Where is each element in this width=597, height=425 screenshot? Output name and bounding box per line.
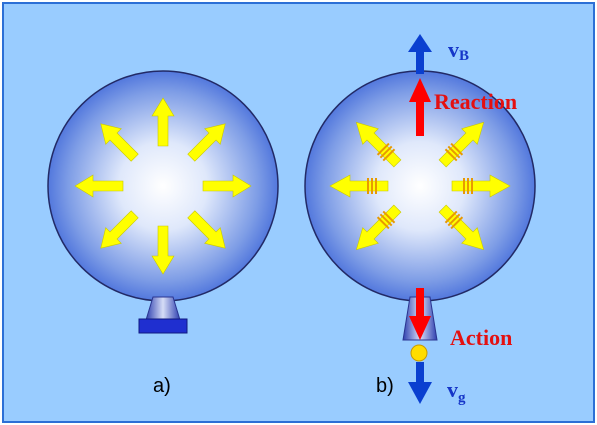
- velocity-gas-arrow-icon: [408, 362, 432, 404]
- panel-b-label: b): [376, 375, 394, 397]
- gas-droplet-circle-icon: [410, 344, 428, 362]
- reaction-force-arrow-icon: [409, 78, 431, 136]
- action-label: Action: [450, 325, 512, 350]
- velocity-balloon-label: vB: [448, 37, 469, 64]
- panel-a-label: a): [153, 375, 171, 397]
- velocity-balloon-arrow-icon: [408, 34, 432, 74]
- action-force-arrow-icon: [409, 288, 431, 340]
- reaction-label: Reaction: [434, 89, 517, 114]
- panel-b: vB Reaction Action vg b): [304, 34, 536, 406]
- stand-a: [138, 318, 188, 334]
- velocity-gas-label: vg: [447, 377, 466, 406]
- panel-a: a): [47, 70, 279, 397]
